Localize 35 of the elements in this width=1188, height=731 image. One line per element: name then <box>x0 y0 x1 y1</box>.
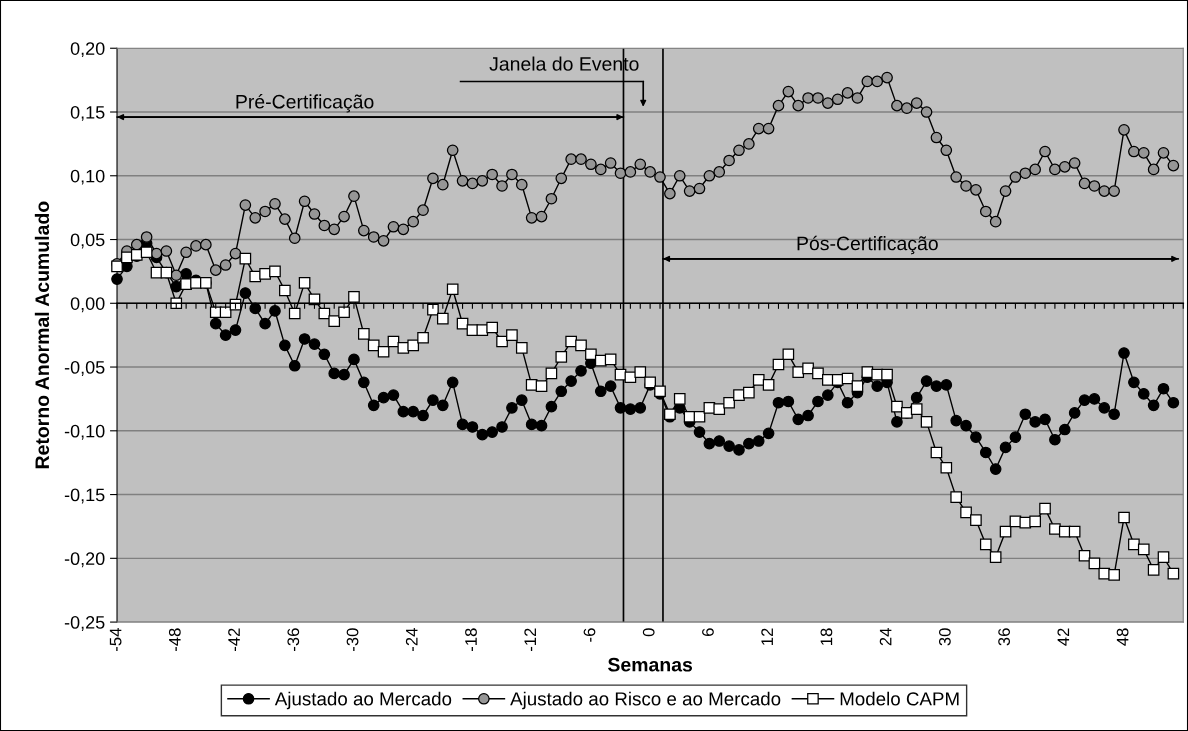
y-tick-label: 0,05 <box>70 233 105 249</box>
y-tick-label: -0,10 <box>64 424 105 440</box>
y-tick-label: -0,25 <box>64 616 105 631</box>
x-tick-label: 0 <box>642 628 655 637</box>
annotation: Pós-Certificação <box>797 235 938 255</box>
x-tick-label: -48 <box>168 628 181 651</box>
x-tick-label: 30 <box>938 628 951 646</box>
x-tick-label: -54 <box>109 628 122 651</box>
y-tick-label: 0,15 <box>70 105 105 121</box>
y-tick-label: -0,15 <box>64 488 105 504</box>
x-axis-title: Semanas <box>608 657 693 672</box>
x-tick-label: 24 <box>879 628 892 646</box>
y-tick-label: -0,20 <box>64 552 105 568</box>
x-tick-label: -30 <box>346 628 359 651</box>
x-tick-label: -6 <box>583 628 596 642</box>
y-tick-label: 0,20 <box>70 42 105 58</box>
x-tick-label: 36 <box>998 628 1011 646</box>
x-tick-label: -18 <box>465 628 477 651</box>
x-tick-label: 42 <box>1057 628 1070 646</box>
x-tick-label: -12 <box>524 628 536 651</box>
x-tick-label: 48 <box>1116 628 1129 646</box>
x-tick-label: -36 <box>287 628 300 651</box>
x-tick-label: 6 <box>702 628 714 637</box>
legend-label: Ajustado ao Mercado <box>274 691 452 710</box>
x-tick-label: 12 <box>761 628 773 645</box>
x-tick-label: -24 <box>405 628 418 651</box>
legend-label: Modelo CAPM <box>840 691 959 706</box>
y-tick-label: 0,00 <box>70 297 105 313</box>
y-tick-label: 0,10 <box>70 169 105 185</box>
y-tick-label: -0,05 <box>64 360 105 376</box>
legend-label: Ajustado ao Risco e ao Mercado <box>510 691 781 710</box>
x-tick-label: -42 <box>228 628 240 651</box>
y-axis-title: Retorno Anormal Acumulado <box>34 201 50 469</box>
annotation: Pré-Certificação <box>236 94 374 113</box>
x-tick-label: 18 <box>820 628 833 645</box>
